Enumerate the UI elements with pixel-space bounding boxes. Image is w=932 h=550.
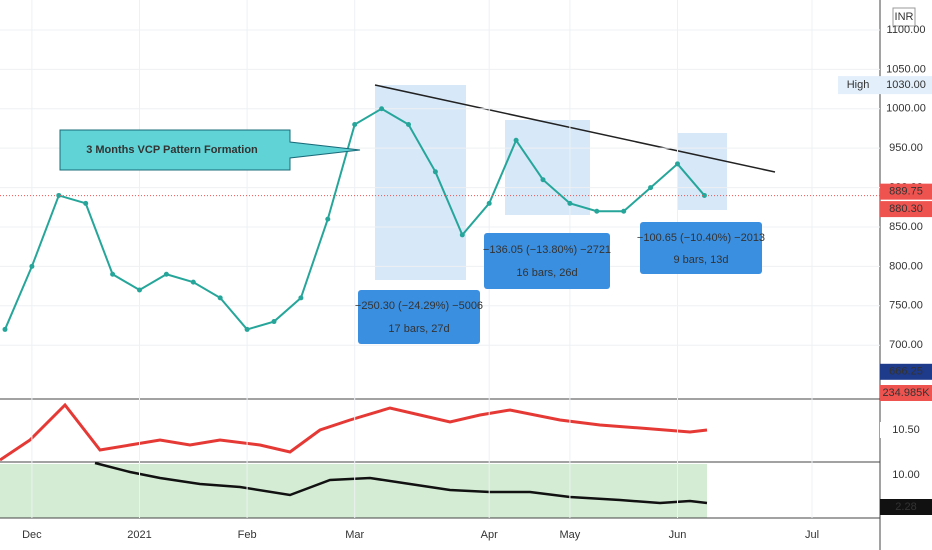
y-tick-label: 1000.00 (886, 103, 926, 115)
x-tick-label: Mar (345, 529, 364, 541)
currency: INR (895, 11, 914, 23)
price-tag (880, 363, 932, 380)
annotation: −136.05 (−13.80%) −2721 (483, 244, 611, 256)
indicator-label: 2.28 (895, 501, 916, 513)
price-point (379, 106, 385, 112)
y-tick-label: 800.00 (889, 260, 923, 272)
y-tick-label: 950.00 (889, 142, 923, 154)
annotation: 9 bars, 13d (673, 254, 728, 266)
price-tag-label: 889.75 (889, 186, 923, 198)
price-point (675, 161, 680, 167)
price-point (621, 208, 627, 214)
volume-tag-label: 234.985K (882, 387, 930, 399)
price-point (190, 279, 196, 285)
callout (59, 129, 361, 171)
high-text: High (847, 79, 870, 91)
y-tick-label: 1100.00 (887, 24, 926, 36)
price-point (513, 137, 519, 143)
price-point (540, 177, 546, 183)
indicator-line (0, 402, 708, 462)
high-box (838, 76, 932, 95)
x-tick-label: 2021 (127, 529, 151, 541)
y-tick-label: 850.00 (889, 221, 923, 233)
price-tag-label: 666.25 (889, 366, 923, 378)
price-point (244, 326, 250, 332)
x-tick-label: Jun (669, 529, 687, 541)
price-point (594, 208, 600, 214)
range-box (375, 85, 466, 280)
price-point (83, 200, 89, 206)
indicator-tag (880, 499, 932, 515)
y-tick-label: 750.00 (889, 300, 923, 312)
high-label: 1030.00 (886, 79, 926, 91)
price-point (56, 192, 62, 198)
price-point (432, 169, 438, 175)
price-point (271, 319, 277, 325)
currency-box (892, 7, 916, 27)
price-point (298, 295, 304, 301)
annotation: −250.30 (−24.29%) −5006 (355, 300, 483, 312)
x-tick-label: Dec (22, 529, 42, 541)
price-point (648, 185, 654, 191)
x-tick-label: Apr (481, 529, 498, 541)
indicator-fill (0, 464, 707, 518)
annotation: 3 Months VCP Pattern Formation (86, 144, 258, 156)
price-point (110, 271, 116, 277)
price-point (459, 232, 465, 238)
measure-box (358, 290, 480, 344)
x-tick-label: Jul (805, 529, 819, 541)
price-point (701, 192, 707, 198)
x-tick-label: May (560, 529, 581, 541)
price-point (486, 200, 492, 206)
annotation: −100.65 (−10.40%) −2013 (637, 232, 765, 244)
price-point (406, 122, 411, 128)
annotation: 16 bars, 26d (516, 267, 577, 279)
price-tag (880, 183, 932, 200)
trend-line (374, 84, 776, 173)
price-point (2, 326, 8, 332)
volume-tag (880, 385, 932, 401)
price-tag-label: 880.30 (889, 203, 923, 215)
annotation: 17 bars, 27d (388, 323, 449, 335)
x-tick-label: Feb (238, 529, 257, 541)
y-tick-label: 700.00 (889, 339, 923, 351)
price-point (163, 271, 169, 277)
price-point (325, 216, 331, 222)
price-point (29, 263, 35, 269)
indicator-line (94, 461, 708, 505)
range-box (677, 133, 727, 210)
range-box (505, 120, 590, 215)
indicator-label: 10.00 (892, 469, 920, 481)
price-point (567, 200, 573, 206)
indicator-label: 10.50 (892, 424, 920, 436)
measure-box (484, 233, 610, 289)
y-tick-label: 1050.00 (886, 63, 926, 75)
price-tag (880, 201, 932, 218)
price-point (352, 122, 358, 128)
price-point (137, 287, 142, 293)
measure-box (640, 222, 762, 274)
indicator-tag (880, 422, 932, 438)
price-point (217, 295, 223, 301)
